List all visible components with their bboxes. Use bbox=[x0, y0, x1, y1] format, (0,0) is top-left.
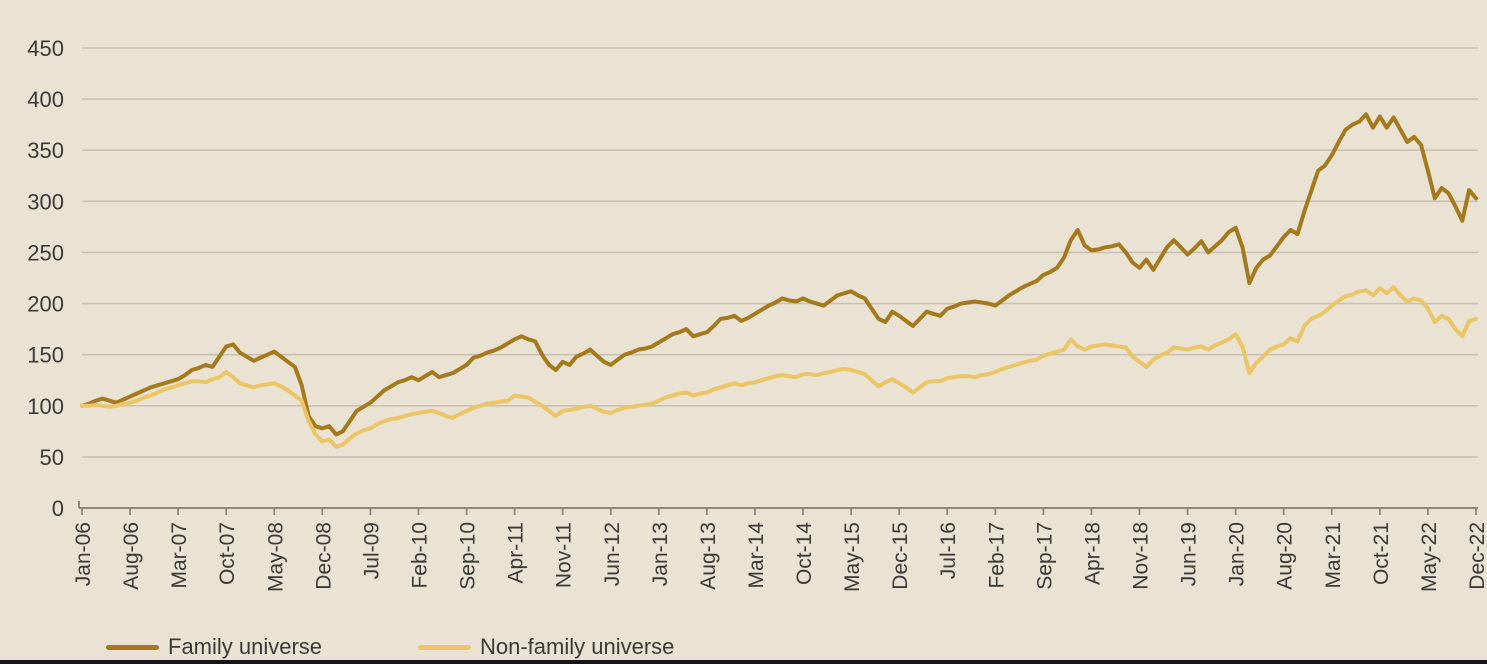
x-tick-label: Oct-14 bbox=[793, 522, 816, 585]
y-tick-label: 350 bbox=[27, 138, 64, 163]
legend-item-non-family-universe: Non-family universe bbox=[418, 634, 674, 660]
x-tick-label: Feb-17 bbox=[985, 522, 1008, 589]
x-tick-label: Jul-16 bbox=[937, 522, 960, 579]
chart-legend: Family universe Non-family universe bbox=[0, 634, 1487, 660]
x-tick-label: Mar-14 bbox=[745, 522, 768, 589]
x-tick-label: Oct-21 bbox=[1370, 522, 1393, 585]
y-tick-label: 400 bbox=[27, 87, 64, 112]
x-tick-label: Mar-07 bbox=[168, 522, 191, 589]
x-tick-label: Nov-18 bbox=[1130, 522, 1153, 590]
x-tick-label: May-15 bbox=[841, 522, 864, 592]
y-tick-label: 150 bbox=[27, 343, 64, 368]
y-tick-label: 250 bbox=[27, 240, 64, 265]
x-tick-label: Dec-15 bbox=[889, 522, 912, 590]
x-tick-label: Sep-17 bbox=[1033, 522, 1056, 590]
x-tick-label: Aug-13 bbox=[697, 522, 720, 590]
x-tick-label: Feb-10 bbox=[409, 522, 432, 589]
y-tick-label: 100 bbox=[27, 394, 64, 419]
legend-label-non-family-universe: Non-family universe bbox=[480, 634, 675, 659]
y-tick-label: 450 bbox=[27, 36, 64, 61]
y-tick-label: 50 bbox=[40, 445, 64, 470]
x-tick-label: Jan-20 bbox=[1226, 522, 1249, 586]
x-tick-label: May-22 bbox=[1418, 522, 1441, 592]
x-tick-label: Nov-11 bbox=[553, 522, 576, 588]
x-tick-label: Aug-20 bbox=[1274, 522, 1297, 590]
x-tick-label: Jun-19 bbox=[1178, 522, 1201, 586]
x-tick-label: Jan-13 bbox=[649, 522, 672, 586]
x-tick-label: Dec-08 bbox=[312, 522, 335, 590]
x-tick-label: Apr-18 bbox=[1081, 522, 1104, 585]
bottom-edge-bar bbox=[0, 660, 1487, 664]
family-universe-line bbox=[80, 112, 1478, 437]
legend-label-family-universe: Family universe bbox=[168, 634, 323, 659]
family-universe-line-swatch bbox=[106, 644, 159, 650]
non-family-universe-line-swatch bbox=[418, 644, 471, 650]
x-tick-label: Sep-10 bbox=[457, 522, 480, 590]
x-tick-label: Mar-21 bbox=[1322, 522, 1345, 589]
x-tick-label: Jul-09 bbox=[360, 522, 383, 579]
x-tick-label: Apr-11 bbox=[505, 522, 528, 583]
legend-item-family-universe: Family universe bbox=[106, 634, 322, 660]
x-tick-label: Oct-07 bbox=[216, 522, 239, 585]
x-tick-label: Jun-12 bbox=[601, 522, 624, 586]
y-tick-label: 0 bbox=[52, 496, 64, 521]
y-tick-label: 200 bbox=[27, 292, 64, 317]
x-tick-label: Aug-06 bbox=[120, 522, 143, 590]
y-tick-label: 300 bbox=[27, 189, 64, 214]
x-tick-label: Jan-06 bbox=[72, 522, 95, 586]
non-family-universe-line bbox=[80, 285, 1478, 449]
x-tick-label: May-08 bbox=[264, 522, 287, 592]
x-tick-label: Dec-22 bbox=[1466, 522, 1487, 590]
